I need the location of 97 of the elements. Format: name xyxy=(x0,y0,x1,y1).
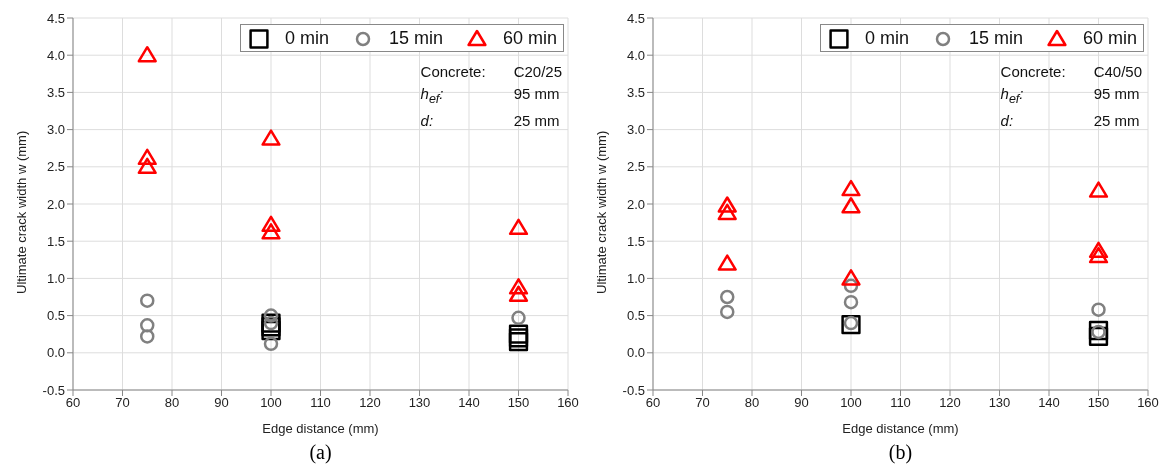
annotation: C20/25 xyxy=(513,62,562,82)
point xyxy=(137,157,157,175)
x-tick-label: 140 xyxy=(458,395,480,411)
point xyxy=(843,294,859,310)
x-tick-label: 110 xyxy=(890,395,911,411)
y-axis-title: Ultimate crack width w (mm) xyxy=(593,130,609,294)
y-tick-label: 4.5 xyxy=(46,10,65,26)
legend-label: 0 min xyxy=(864,27,909,49)
x-tick-label: 130 xyxy=(988,395,1011,411)
y-tick-label: 3.0 xyxy=(626,122,645,138)
point xyxy=(1088,246,1109,264)
y-tick-label: 2.0 xyxy=(626,196,645,212)
x-tick-label: 130 xyxy=(408,395,431,411)
text: (b) xyxy=(887,441,914,464)
y-tick-label: -0.5 xyxy=(622,382,645,398)
x-tick-label: 80 xyxy=(164,395,180,411)
legend-label: 15 min xyxy=(388,27,443,49)
y-tick-label: 0.0 xyxy=(626,345,645,361)
legend-label: 60 min xyxy=(502,27,557,49)
y-tick-label: 4.0 xyxy=(626,47,645,63)
x-tick-label: 100 xyxy=(260,395,282,411)
x-tick-label: 160 xyxy=(1137,395,1159,411)
point xyxy=(508,278,529,295)
annotation: Concrete: xyxy=(420,62,486,82)
point xyxy=(717,254,737,271)
x-tick-label: 110 xyxy=(310,395,331,411)
point xyxy=(1091,302,1106,317)
point xyxy=(841,179,861,197)
y-tick-label: 1.5 xyxy=(46,233,65,249)
x-tick-label: 120 xyxy=(359,395,381,411)
text: (a) xyxy=(308,441,333,464)
x-tick-label: 80 xyxy=(744,395,760,411)
point xyxy=(137,45,157,63)
point xyxy=(717,196,737,213)
legend-label: 0 min xyxy=(284,27,329,49)
x-tick-label: 90 xyxy=(214,395,229,411)
legend-label: 15 min xyxy=(968,27,1023,49)
point xyxy=(261,215,281,233)
annotation: d: xyxy=(1000,111,1015,131)
legend-label: 60 min xyxy=(1082,27,1137,49)
y-tick-label: -0.5 xyxy=(42,382,65,398)
annotation: 25 mm xyxy=(1093,111,1141,131)
annotation: h$_{ef}$: xyxy=(420,84,445,108)
y-tick-label: 0.5 xyxy=(626,308,645,324)
x-axis-title: Edge distance (mm) xyxy=(842,421,959,436)
point xyxy=(1088,326,1109,347)
y-tick-label: 0.0 xyxy=(46,345,65,361)
point xyxy=(140,293,155,308)
x-tick-label: 120 xyxy=(939,395,961,411)
annotation: h$_{ef}$: xyxy=(1000,84,1025,108)
y-tick-label: 1.0 xyxy=(46,271,65,287)
y-tick-label: 3.0 xyxy=(46,122,65,138)
y-axis-title: Ultimate crack width w (mm) xyxy=(13,130,29,294)
point xyxy=(841,196,861,214)
point xyxy=(1088,181,1109,198)
x-tick-label: 60 xyxy=(645,395,661,411)
annotation: C40/50 xyxy=(1093,62,1142,82)
y-tick-label: 1.5 xyxy=(626,233,645,249)
point xyxy=(511,310,526,326)
y-tick-label: 2.5 xyxy=(626,159,645,175)
y-tick-label: 3.5 xyxy=(626,85,645,101)
point xyxy=(140,329,155,344)
point xyxy=(720,304,735,320)
x-tick-label: 160 xyxy=(557,395,579,411)
annotation: d: xyxy=(420,111,435,131)
annotation: 95 mm xyxy=(1093,84,1141,104)
x-tick-label: 140 xyxy=(1038,395,1060,411)
point xyxy=(720,289,735,305)
point xyxy=(261,223,281,240)
point xyxy=(263,308,279,323)
x-tick-label: 90 xyxy=(794,395,809,411)
point xyxy=(1088,241,1109,259)
point xyxy=(841,269,861,286)
point xyxy=(508,285,529,303)
x-tick-label: 70 xyxy=(115,395,130,411)
x-tick-label: 70 xyxy=(695,395,710,411)
point xyxy=(137,148,157,166)
y-tick-label: 4.5 xyxy=(626,10,645,26)
point xyxy=(717,203,737,221)
point xyxy=(140,318,155,333)
y-tick-label: 2.0 xyxy=(46,196,65,212)
y-tick-label: 4.0 xyxy=(46,47,65,63)
point xyxy=(263,336,279,352)
y-tick-label: 0.5 xyxy=(46,308,65,324)
point xyxy=(508,218,529,236)
y-tick-label: 2.5 xyxy=(46,159,65,175)
x-tick-label: 100 xyxy=(840,395,862,411)
point xyxy=(261,129,281,146)
x-tick-label: 60 xyxy=(65,395,81,411)
annotation: 25 mm xyxy=(513,111,561,131)
annotation: 95 mm xyxy=(513,84,561,104)
x-tick-label: 150 xyxy=(507,395,530,411)
annotation: Concrete: xyxy=(1000,62,1066,82)
y-tick-label: 1.0 xyxy=(626,271,645,287)
x-tick-label: 150 xyxy=(1087,395,1110,411)
x-axis-title: Edge distance (mm) xyxy=(262,421,379,436)
y-tick-label: 3.5 xyxy=(46,85,65,101)
